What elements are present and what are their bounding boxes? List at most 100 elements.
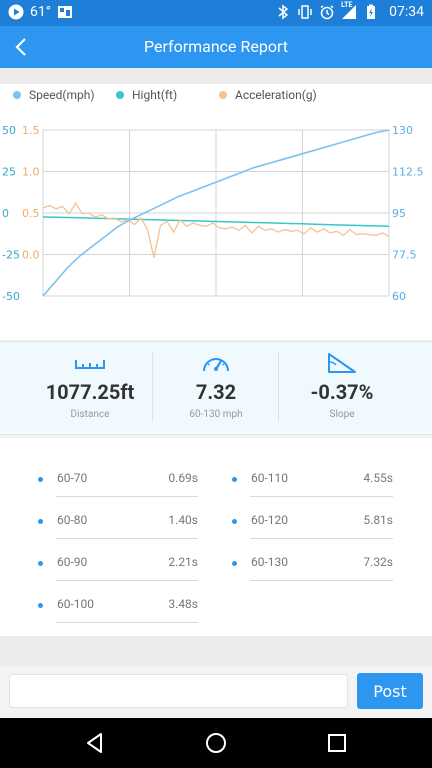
- page-title: Performance Report: [143, 37, 289, 56]
- row-divider: [56, 538, 198, 539]
- stats-panel: 1077.25ft Distance 7.32 60-130 mph -0.37…: [0, 341, 432, 435]
- performance-chart-panel: Speed(mph) Hight(ft) Acceleration(g) 50 2…: [0, 84, 432, 340]
- list-item: 60-100 3.48s: [38, 590, 198, 632]
- split-range: 60-90: [57, 555, 88, 569]
- height-axis-tick: 25: [2, 166, 16, 179]
- row-divider: [56, 496, 198, 497]
- list-item: 60-90 2.21s: [38, 548, 198, 590]
- split-time: 4.55s: [363, 471, 393, 485]
- legend-dot-height: [116, 91, 124, 99]
- distance-label: Distance: [70, 409, 110, 420]
- list-item: 60-110 4.55s: [232, 464, 393, 506]
- legend-item-acceleration: Acceleration(g): [219, 88, 317, 102]
- slope-icon: [328, 353, 356, 373]
- post-input[interactable]: [9, 674, 348, 708]
- split-range: 60-100: [57, 597, 95, 611]
- split-range: 60-130: [251, 555, 289, 569]
- temperature-text: 61°: [30, 4, 51, 20]
- post-button[interactable]: Post: [357, 673, 423, 709]
- list-item: 60-70 0.69s: [38, 464, 198, 506]
- speed-axis-tick: 112.5: [392, 166, 424, 179]
- lte-label: LTE: [341, 1, 353, 9]
- post-bar: Post: [0, 666, 432, 718]
- list-item: 60-80 1.40s: [38, 506, 198, 548]
- row-divider: [250, 580, 393, 581]
- acceleration-axis-tick: 0.0: [22, 249, 40, 262]
- speed-axis-tick: 130: [392, 124, 413, 137]
- distance-value: 1077.25ft: [45, 380, 135, 404]
- height-axis-tick: 0: [2, 207, 9, 220]
- speedometer-icon: [203, 358, 229, 372]
- legend-label-acceleration: Acceleration(g): [235, 88, 317, 102]
- acceleration-axis-tick: 0.5: [22, 207, 40, 220]
- height-axis-tick: -50: [2, 290, 20, 303]
- legend-dot-speed: [13, 91, 21, 99]
- speed-axis-tick: 77.5: [392, 249, 417, 262]
- stat-slope: -0.37% Slope: [270, 342, 414, 436]
- row-divider: [250, 496, 393, 497]
- acceleration-axis-tick: 1.0: [22, 166, 40, 179]
- row-divider: [56, 622, 198, 623]
- row-divider: [250, 538, 393, 539]
- legend-label-height: Hight(ft): [132, 88, 178, 102]
- acceleration-axis-tick: 1.5: [22, 124, 40, 137]
- series-line-speed: [42, 129, 390, 297]
- stats-divider: [152, 352, 153, 422]
- split-time: 2.21s: [168, 555, 198, 569]
- nav-home-icon[interactable]: [204, 731, 228, 755]
- back-arrow-icon[interactable]: [10, 35, 34, 59]
- music-player-icon: [8, 4, 24, 20]
- height-axis-tick: 50: [2, 124, 16, 137]
- split-time: 5.81s: [363, 513, 393, 527]
- speed-axis-tick: 60: [392, 290, 406, 303]
- list-item: 60-120 5.81s: [232, 506, 393, 548]
- slope-label: Slope: [329, 409, 355, 420]
- stat-60-130: 7.32 60-130 mph: [144, 342, 288, 436]
- image-notification-icon: [57, 6, 72, 18]
- legend-label-speed: Speed(mph): [29, 88, 95, 102]
- speed-axis-tick: 95: [392, 207, 406, 220]
- bullet-dot-icon: [232, 477, 237, 482]
- clock-text: 07:34: [389, 4, 424, 20]
- split-time: 7.32s: [363, 555, 393, 569]
- series-line-height: [42, 216, 390, 228]
- row-divider: [56, 580, 198, 581]
- split-range: 60-110: [251, 471, 289, 485]
- nav-recents-icon[interactable]: [325, 731, 349, 755]
- bluetooth-icon: [278, 4, 289, 20]
- chart-grid: [42, 129, 390, 297]
- section-divider: [0, 68, 432, 84]
- bullet-dot-icon: [232, 519, 237, 524]
- time-60-130-label: 60-130 mph: [189, 409, 243, 420]
- alarm-icon: [320, 5, 334, 20]
- series-line-acceleration: [42, 201, 390, 258]
- vibrate-icon: [298, 5, 312, 19]
- split-range: 60-120: [251, 513, 289, 527]
- split-range: 60-80: [57, 513, 88, 527]
- nav-back-icon[interactable]: [83, 731, 107, 755]
- bullet-dot-icon: [38, 477, 43, 482]
- lte-signal-icon: LTE: [341, 1, 357, 20]
- chart-ticks: 50 25 0 -25 -50 1.5 1.0 0.5 0.0 130 112.5 95 77.5 60: [2, 124, 424, 303]
- ruler-icon: [75, 360, 105, 369]
- stats-divider: [278, 352, 279, 422]
- split-time: 3.48s: [168, 597, 198, 611]
- split-times-list: 60-70 0.69s 60-80 1.40s 60-90 2.21s 60-1…: [0, 438, 432, 636]
- slope-value: -0.37%: [310, 380, 374, 404]
- split-time: 0.69s: [168, 471, 198, 485]
- battery-charging-icon: [367, 4, 376, 19]
- list-item: 60-130 7.32s: [232, 548, 393, 590]
- performance-chart: 50 25 0 -25 -50 1.5 1.0 0.5 0.0 130 112.5 95 77.5 60: [2, 124, 424, 303]
- section-divider: [0, 636, 432, 666]
- legend-dot-acceleration: [219, 91, 227, 99]
- stat-distance: 1077.25ft Distance: [18, 342, 162, 436]
- split-time: 1.40s: [168, 513, 198, 527]
- status-bar: 61° LTE 07:34: [0, 0, 432, 26]
- time-60-130-value: 7.32: [195, 380, 237, 404]
- app-bar: Performance Report: [0, 26, 432, 68]
- split-range: 60-70: [57, 471, 88, 485]
- bullet-dot-icon: [38, 603, 43, 608]
- bullet-dot-icon: [38, 519, 43, 524]
- system-nav-bar: [0, 718, 432, 768]
- height-axis-tick: -25: [2, 249, 20, 262]
